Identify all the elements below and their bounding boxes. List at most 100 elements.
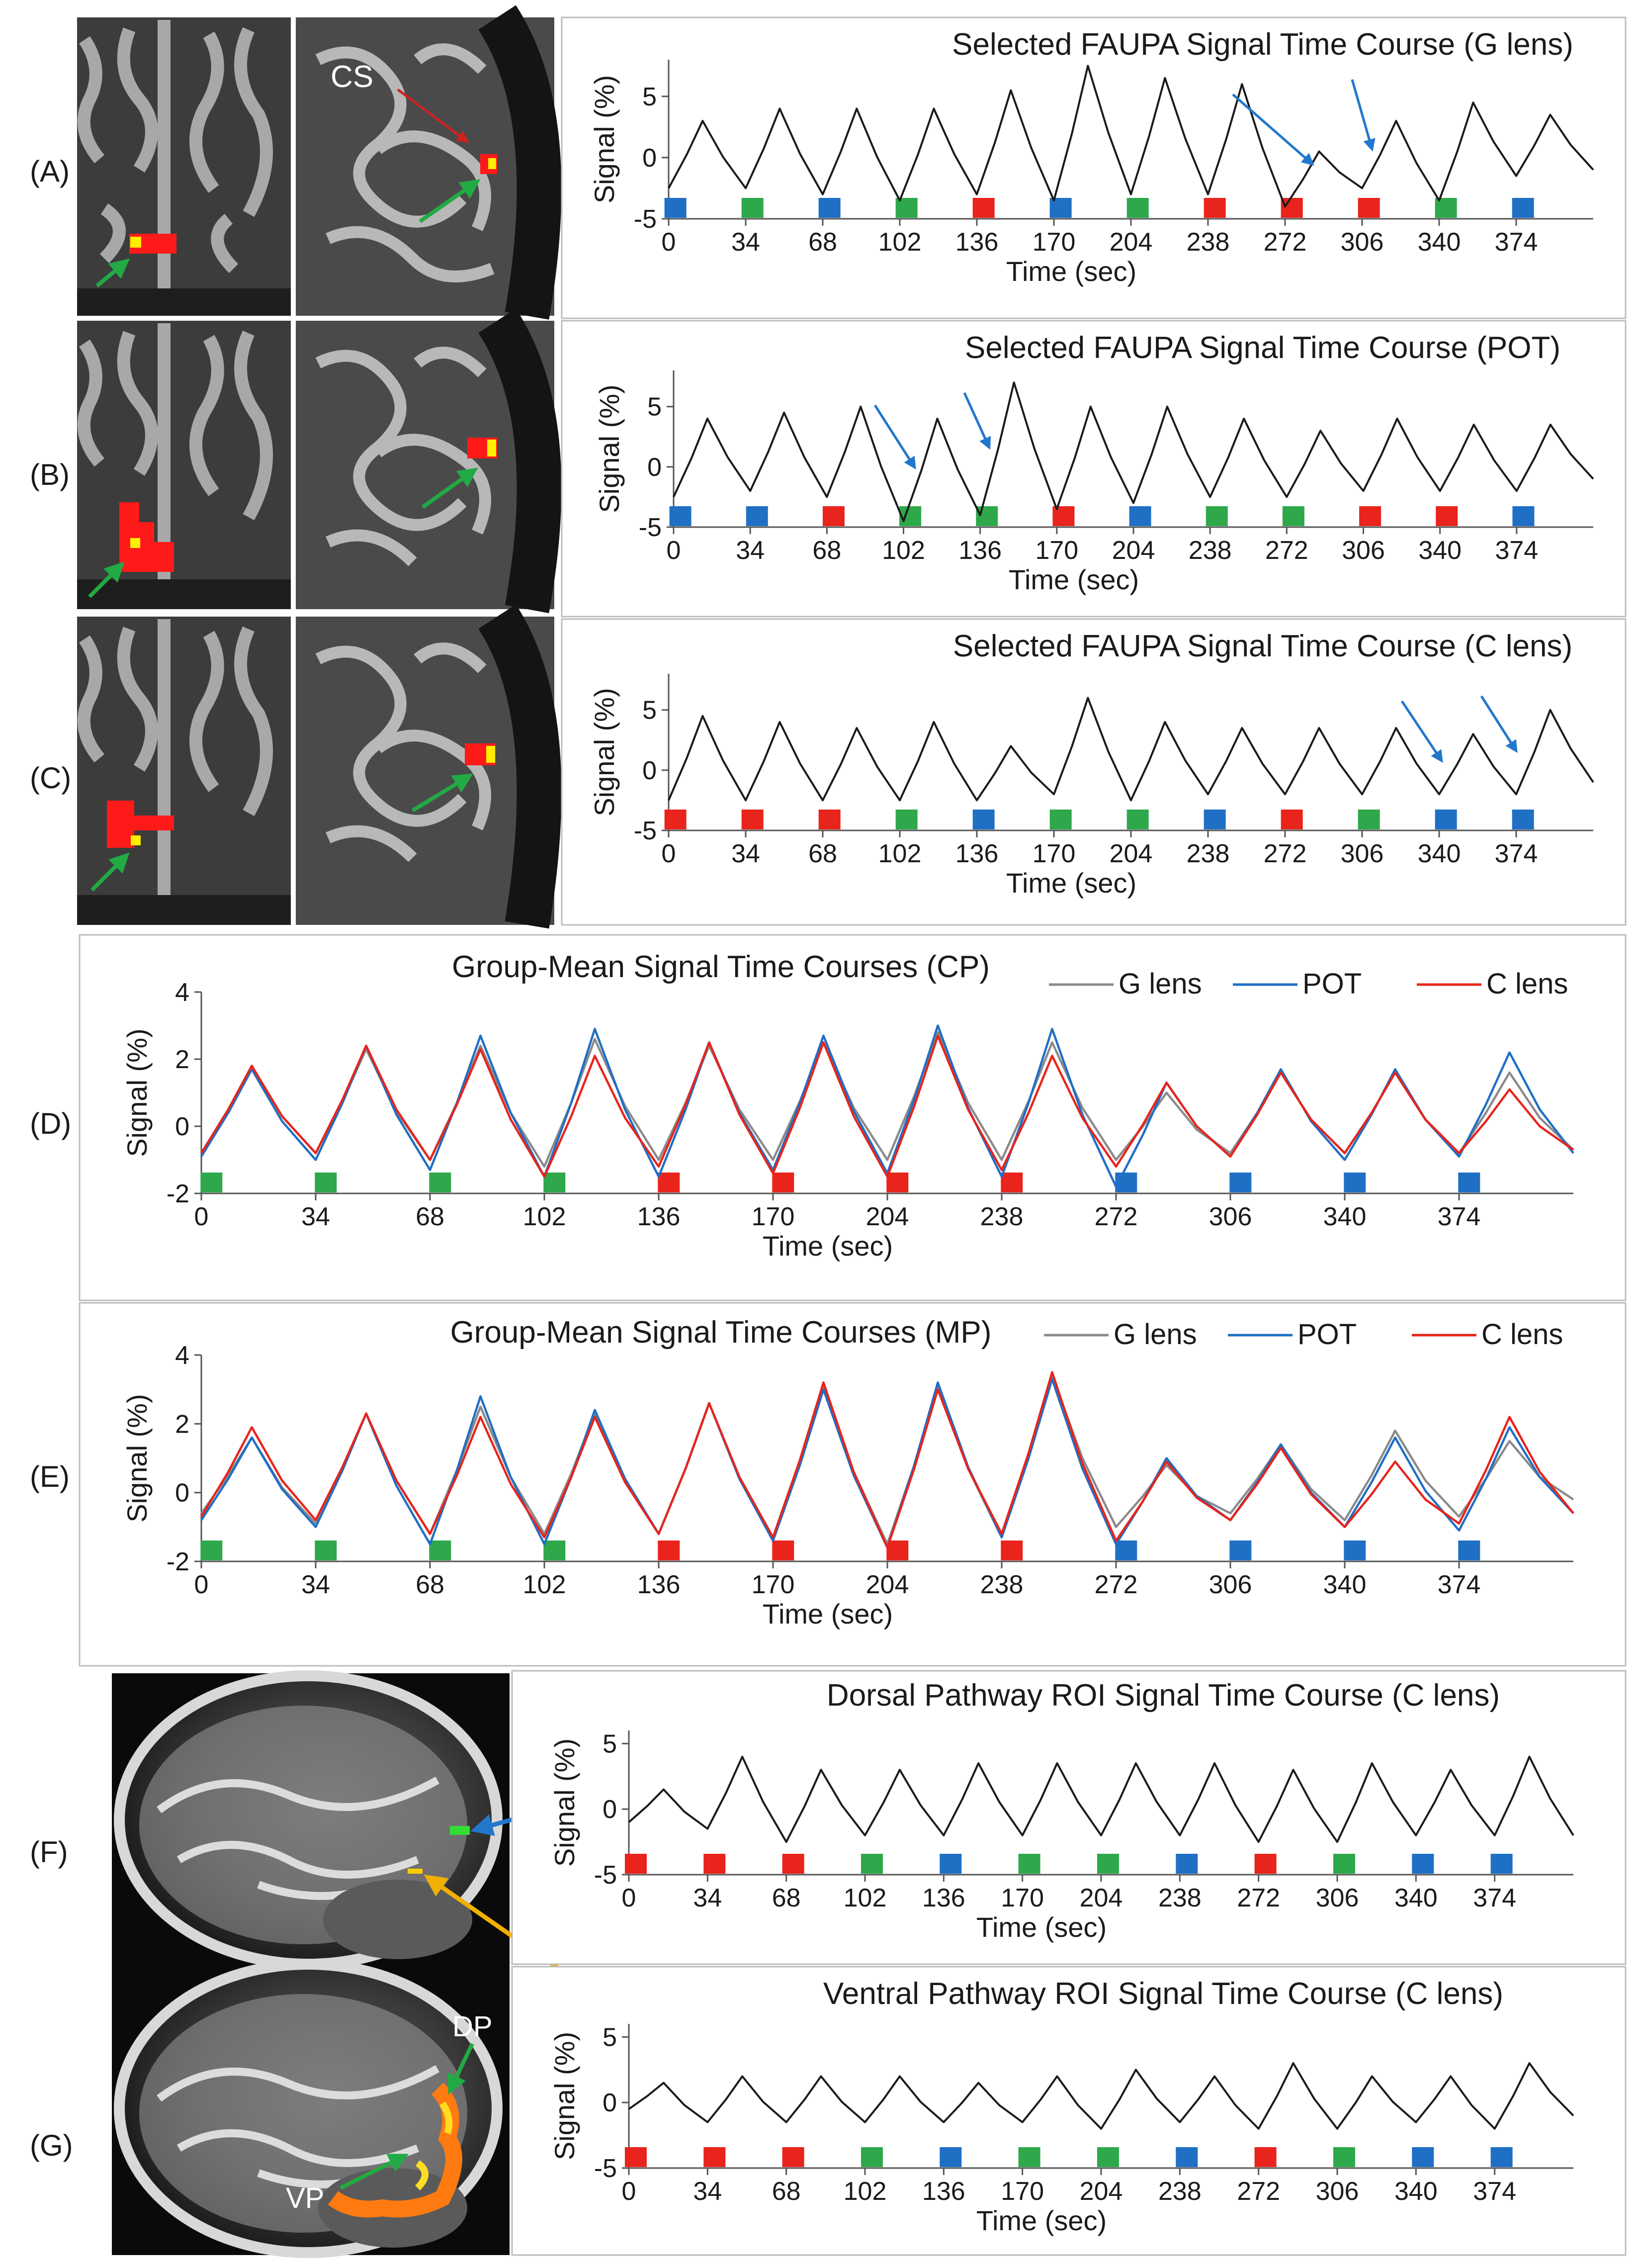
block-marker-red bbox=[822, 506, 845, 526]
y-tick-label: -5 bbox=[594, 1861, 617, 1890]
block-marker-blue bbox=[1512, 506, 1535, 526]
block-marker-green bbox=[1018, 1854, 1040, 1874]
x-tick-label: 374 bbox=[1495, 839, 1538, 868]
chart-frame bbox=[511, 1670, 1627, 1965]
chart-e: Group-Mean Signal Time Courses (MP)-2024… bbox=[79, 1302, 1627, 1667]
chart-f: Dorsal Pathway ROI Signal Time Course (C… bbox=[511, 1670, 1627, 1965]
block-marker-red bbox=[1254, 1854, 1277, 1874]
brain-axial-c bbox=[77, 617, 291, 925]
x-tick-label: 306 bbox=[1341, 228, 1384, 257]
x-tick-label: 204 bbox=[1112, 536, 1155, 565]
x-tick-label: 68 bbox=[772, 1884, 801, 1912]
x-tick-label: 34 bbox=[301, 1570, 330, 1599]
label-dp: DP bbox=[452, 2010, 493, 2043]
chart-d: Group-Mean Signal Time Courses (CP)-2024… bbox=[79, 934, 1627, 1301]
series-line-signal bbox=[668, 65, 1594, 208]
block-marker-green bbox=[1097, 2147, 1119, 2167]
block-marker-blue bbox=[1344, 1541, 1366, 1560]
block-marker-green bbox=[899, 506, 922, 526]
block-marker-green bbox=[200, 1541, 223, 1560]
y-tick-label: 0 bbox=[603, 2088, 617, 2117]
block-marker-green bbox=[543, 1541, 566, 1560]
block-marker-green bbox=[1126, 810, 1149, 829]
legend-label: POT bbox=[1297, 1318, 1357, 1351]
series-line-signal bbox=[673, 381, 1594, 522]
block-marker-blue bbox=[1512, 198, 1534, 218]
block-marker-red bbox=[972, 198, 995, 218]
x-tick-label: 272 bbox=[1265, 536, 1308, 565]
block-marker-blue bbox=[1176, 1854, 1198, 1874]
block-marker-green bbox=[741, 198, 764, 218]
block-marker-green bbox=[543, 1173, 566, 1192]
x-tick-label: 374 bbox=[1495, 228, 1538, 257]
block-marker-red bbox=[886, 1173, 909, 1192]
x-tick-label: 170 bbox=[1033, 839, 1076, 868]
block-marker-green bbox=[861, 2147, 883, 2167]
x-tick-label: 306 bbox=[1316, 2177, 1359, 2206]
block-marker-red bbox=[1281, 198, 1303, 218]
y-axis-label: Signal (%) bbox=[589, 688, 620, 816]
y-tick-label: -5 bbox=[594, 2154, 617, 2183]
x-tick-label: 0 bbox=[667, 536, 681, 565]
y-tick-label: 5 bbox=[603, 1729, 617, 1758]
label-vp: VP bbox=[286, 2182, 324, 2214]
x-tick-label: 306 bbox=[1316, 1884, 1359, 1912]
y-axis-label: Signal (%) bbox=[121, 1028, 153, 1157]
chart-title: Group-Mean Signal Time Courses (CP) bbox=[452, 950, 990, 984]
chart-frame bbox=[561, 618, 1627, 926]
x-tick-label: 136 bbox=[955, 228, 999, 257]
block-marker-red bbox=[886, 1541, 909, 1560]
block-marker-blue bbox=[1458, 1541, 1480, 1560]
x-tick-label: 238 bbox=[1187, 839, 1230, 868]
x-tick-label: 340 bbox=[1394, 1884, 1438, 1912]
block-marker-green bbox=[1282, 506, 1304, 526]
x-tick-label: 0 bbox=[662, 839, 676, 868]
block-marker-red bbox=[1001, 1541, 1023, 1560]
y-tick-label: -2 bbox=[167, 1547, 189, 1576]
series-line-c-lens bbox=[200, 1034, 1574, 1178]
x-axis-label: Time (sec) bbox=[976, 1911, 1107, 1943]
x-tick-label: 238 bbox=[1187, 228, 1230, 257]
block-marker-blue bbox=[1176, 2147, 1198, 2167]
block-marker-blue bbox=[1490, 1854, 1513, 1874]
chart-g: Ventral Pathway ROI Signal Time Course (… bbox=[511, 1966, 1627, 2256]
x-tick-label: 0 bbox=[622, 1884, 636, 1912]
block-marker-red bbox=[772, 1541, 794, 1560]
x-tick-label: 102 bbox=[523, 1202, 566, 1231]
y-axis-label: Signal (%) bbox=[594, 384, 625, 513]
y-tick-label: 4 bbox=[175, 1341, 189, 1370]
chart-title: Selected FAUPA Signal Time Course (POT) bbox=[965, 331, 1560, 365]
x-tick-label: 204 bbox=[866, 1570, 909, 1599]
block-marker-red bbox=[703, 2147, 726, 2167]
annotation-arrow bbox=[1480, 695, 1518, 753]
x-tick-label: 306 bbox=[1342, 536, 1385, 565]
y-axis-label: Signal (%) bbox=[589, 75, 620, 203]
x-tick-label: 204 bbox=[1110, 228, 1153, 257]
annotation-arrow bbox=[1400, 700, 1443, 763]
x-tick-label: 306 bbox=[1209, 1202, 1252, 1231]
brain-images-abc: CS bbox=[77, 5, 562, 929]
x-tick-label: 68 bbox=[416, 1570, 444, 1599]
chart-frame bbox=[561, 320, 1627, 618]
y-tick-label: 5 bbox=[603, 2023, 617, 2052]
x-axis-label: Time (sec) bbox=[763, 1598, 893, 1630]
y-tick-label: 0 bbox=[175, 1479, 189, 1508]
x-tick-label: 238 bbox=[980, 1570, 1024, 1599]
block-marker-blue bbox=[1204, 810, 1226, 829]
y-tick-label: 2 bbox=[175, 1045, 189, 1074]
x-tick-label: 68 bbox=[812, 536, 841, 565]
y-tick-label: -5 bbox=[634, 816, 657, 845]
block-marker-green bbox=[1097, 1854, 1119, 1874]
block-marker-green bbox=[1333, 2147, 1355, 2167]
x-tick-label: 374 bbox=[1438, 1570, 1481, 1599]
x-tick-label: 374 bbox=[1495, 536, 1538, 565]
chart-frame bbox=[511, 1966, 1627, 2256]
x-tick-label: 170 bbox=[1001, 1884, 1044, 1912]
chart-title: Selected FAUPA Signal Time Course (G len… bbox=[952, 27, 1573, 62]
y-tick-label: 0 bbox=[603, 1795, 617, 1824]
y-tick-label: 0 bbox=[642, 144, 657, 173]
label-cs: CS bbox=[331, 60, 373, 94]
block-marker-blue bbox=[1129, 506, 1151, 526]
block-marker-blue bbox=[664, 198, 687, 218]
